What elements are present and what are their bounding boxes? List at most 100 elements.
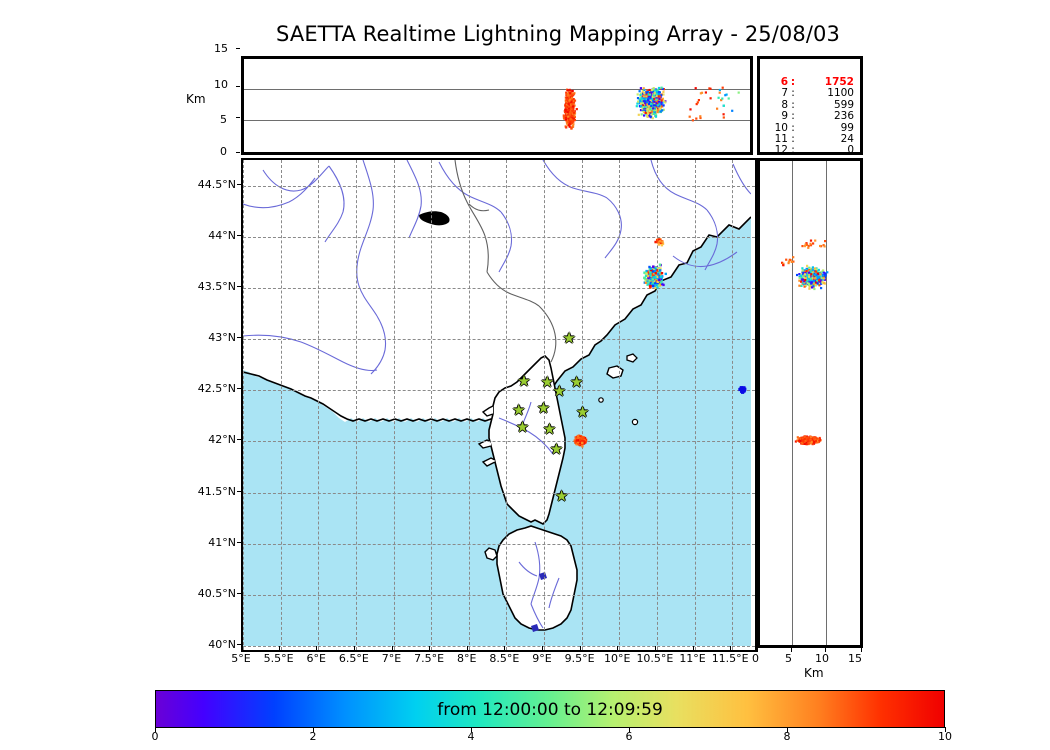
map-gridline-lat [243,594,755,596]
lat-tick-41.5°N: 41.5°N [197,484,236,498]
station-marker-star-icon: ★ [536,398,551,417]
tickmark-5 [236,117,240,118]
lon-tickmark [579,646,581,650]
lat-tick-42.5°N: 42.5°N [197,382,236,396]
lat-tickmark [237,337,241,339]
lon-tick-9°E: 9°E [532,652,552,665]
gridline-5km [244,120,750,121]
km-axis-label-right: Km [804,666,824,680]
tickmark-10 [236,86,240,87]
station-marker-star-icon: ★ [569,373,584,392]
lon-tickmark [429,646,431,650]
lat-tickmark [237,388,241,390]
colorbar-tickmark [155,727,156,732]
lightning-map-panel[interactable]: ★ ★ ★ ★ ★ ★ ★ ★ ★ ★ ★ ★ [241,158,757,652]
tickmark-0 [236,152,240,153]
map-gridline-lon [431,160,433,650]
lon-tick-5.5°E: 5.5°E [263,652,294,665]
map-gridline-lat [243,492,755,494]
stat-station-count: 9 [781,110,788,123]
stat-source-count: 99 [840,121,854,134]
lat-tickmark [237,592,241,594]
lat-tick-41°N: 41°N [208,535,236,549]
colorbar-tick-4: 4 [467,730,475,743]
map-gridline-lat [243,185,755,187]
km-axis-label-top: Km [186,92,206,106]
stat-source-count: 0 [847,144,854,157]
tickmark-right-10 [825,648,826,652]
stat-station-count: 11 [774,133,788,146]
gridline-10km [244,89,750,90]
lon-tick-9.5°E: 9.5°E [564,652,595,665]
right-km-tick-0: 0 [752,652,759,665]
station-marker-star-icon: ★ [552,382,567,401]
stat-source-count: 236 [833,110,854,123]
right-km-tick-15: 15 [848,652,862,665]
lon-tickmark [466,646,468,650]
stat-station-count: 8 [781,98,788,111]
lon-tickmark [241,646,242,650]
lat-tickmark [237,541,241,543]
map-graphic [243,160,751,646]
colorbar-gradient [155,690,945,728]
lat-tick-40.5°N: 40.5°N [197,586,236,600]
station-statistics-list: 6: 1752 7: 1100 8: 599 9: 236 10: 99 11: 24 12: 0 [766,76,862,157]
right-km-tick-5: 5 [785,652,792,665]
stat-station-count: 6 [780,76,788,88]
lat-tickmark [237,285,241,287]
stat-source-count: 1100 [827,87,854,100]
gridline-right-5km [792,161,793,645]
tickmark-right-0 [757,648,758,652]
top-scatter [562,86,740,130]
lon-tickmark [692,646,694,650]
colorbar-tickmark [945,727,946,732]
lon-tick-8.5°E: 8.5°E [489,652,520,665]
map-gridline-lat [243,236,755,238]
lon-tick-6.5°E: 6.5°E [338,652,369,665]
lon-tickmark [353,646,355,650]
station-stat-row: 7: 1100 [766,87,858,100]
station-marker-star-icon: ★ [517,372,531,391]
right-km-tick-10: 10 [815,652,829,665]
station-marker-star-icon: ★ [554,486,569,505]
stat-separator: : [791,144,795,157]
station-marker-star-icon: ★ [515,418,530,437]
map-gridline-lon [355,160,357,650]
station-marker-star-icon: ★ [542,420,557,439]
colorbar-tick-10: 10 [938,730,952,743]
map-gridline-lon [243,160,244,650]
map-gridline-lon [656,160,658,650]
colorbar-tickmark [629,727,630,732]
station-marker-star-icon: ★ [549,439,564,458]
colorbar-tick-6: 6 [625,730,633,743]
station-stat-row: 9: 236 [766,110,858,123]
stat-separator: : [790,76,796,88]
colorbar[interactable] [155,690,945,728]
lon-tickmark [654,646,656,650]
stat-separator: : [791,133,795,146]
station-marker-star-icon: ★ [540,373,554,392]
stat-separator: : [791,87,795,100]
lon-tick-7.5°E: 7.5°E [414,652,445,665]
station-marker-star-icon: ★ [511,400,526,419]
station-marker-star-icon: ★ [562,329,576,348]
colorbar-tick-8: 8 [783,730,791,743]
lat-tickmark [237,644,241,645]
station-statistics-panel: 6: 1752 7: 1100 8: 599 9: 236 10: 99 11: 24 12: 0 [757,56,863,157]
lon-tick-10.5°E: 10.5°E [636,652,674,665]
map-gridline-lon [280,160,282,650]
stat-source-count: 24 [840,133,854,146]
height-tick-0: 0 [220,145,227,158]
height-tick-15: 15 [214,42,228,55]
station-stat-row: 6: 1752 [766,76,858,88]
lon-tickmark [316,646,318,650]
lon-tick-6°E: 6°E [306,652,326,665]
stat-separator: : [791,98,795,111]
map-gridline-lon [506,160,508,650]
tickmark-right-5 [791,648,792,652]
station-stat-row: 12: 0 [766,144,858,157]
map-gridline-lat [243,646,755,647]
lon-tick-8°E: 8°E [457,652,477,665]
tickmark-15 [236,48,240,49]
station-stat-row: 10: 99 [766,121,858,134]
